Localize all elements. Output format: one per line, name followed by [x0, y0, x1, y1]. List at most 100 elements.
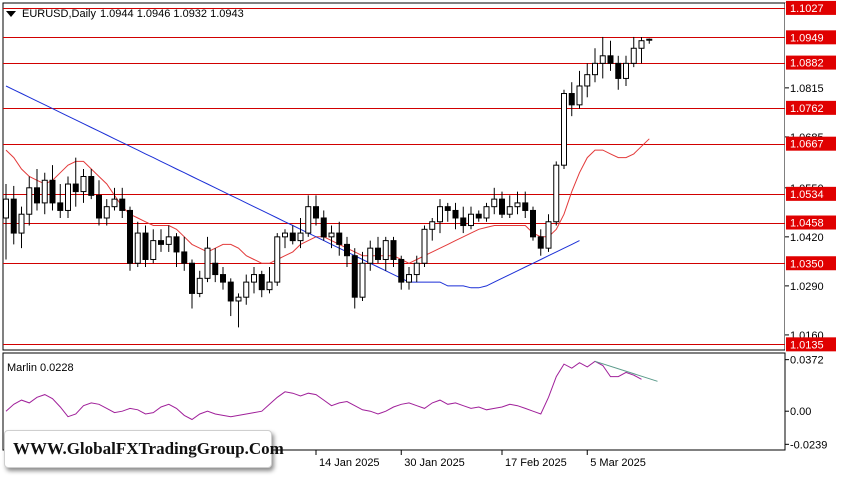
candle-body	[289, 232, 296, 242]
candle	[227, 278, 234, 317]
candle-body	[514, 202, 521, 208]
candle-body	[88, 176, 95, 196]
level-price-label: 1.0762	[786, 100, 836, 115]
candle	[165, 225, 172, 252]
level-label-bg	[786, 186, 836, 201]
candle-body	[119, 198, 126, 211]
candle	[630, 36, 637, 68]
candle	[158, 229, 164, 252]
candle	[103, 199, 110, 226]
candle-body	[646, 38, 653, 41]
candle	[26, 176, 33, 226]
candle-body	[398, 258, 405, 283]
marlin-oscillator-line	[5, 360, 642, 421]
candle	[576, 70, 583, 109]
dropdown-triangle-icon[interactable]	[6, 11, 16, 17]
candle-body	[158, 240, 164, 245]
candle-body	[18, 213, 25, 234]
candle	[522, 191, 529, 218]
candle	[646, 38, 653, 44]
candle	[561, 89, 567, 169]
candle	[258, 270, 265, 298]
candle-body	[468, 213, 474, 227]
candle-body	[359, 262, 366, 298]
candle-body	[351, 255, 358, 298]
candle	[491, 187, 498, 215]
candle-body	[553, 164, 560, 223]
level-label-bg	[786, 55, 836, 70]
level-label-bg	[786, 256, 836, 271]
candle-body	[313, 206, 319, 219]
level-price-label: 1.0882	[786, 55, 836, 70]
candle	[320, 210, 327, 241]
candle	[49, 165, 56, 211]
candle	[344, 236, 350, 268]
candle	[514, 191, 521, 215]
level-price-label: 1.0949	[786, 30, 836, 45]
level-label-text: 1.0667	[790, 139, 824, 151]
candle-body	[615, 62, 622, 79]
candle-body	[165, 236, 172, 245]
candle-body	[568, 93, 575, 106]
candle-body	[258, 274, 265, 291]
candle	[212, 248, 219, 283]
indicator-tick-label: 0.00	[790, 406, 811, 418]
candle-body	[266, 281, 273, 291]
candle-body	[26, 187, 33, 215]
x-tick-label: 5 Mar 2025	[590, 457, 646, 469]
candle-body	[173, 236, 180, 253]
level-label-bg	[786, 100, 836, 115]
candle-body	[282, 232, 288, 238]
level-label-text: 1.0762	[790, 103, 824, 115]
candle-body	[413, 262, 420, 276]
candle-body	[227, 281, 234, 302]
candle-body	[499, 198, 505, 215]
level-label-text: 1.0350	[790, 258, 824, 270]
level-label-text: 1.0949	[790, 32, 824, 44]
candle-body	[134, 232, 141, 264]
candle	[96, 180, 102, 226]
candle-body	[561, 93, 567, 166]
candle	[375, 236, 381, 264]
candle	[88, 168, 95, 200]
candle-body	[382, 240, 389, 260]
candle	[34, 168, 40, 211]
y-tick-label: 1.0815	[790, 83, 824, 95]
candle-body	[204, 247, 211, 279]
candle	[235, 293, 242, 328]
candle-body	[491, 198, 498, 208]
candle	[437, 199, 443, 234]
candle	[196, 270, 203, 298]
candle	[134, 221, 141, 268]
level-label-bg	[786, 136, 836, 151]
candle	[359, 251, 366, 301]
candle	[204, 236, 211, 283]
candle-body	[189, 262, 195, 294]
candle	[266, 267, 273, 294]
candle-body	[530, 209, 536, 238]
candle-body	[251, 274, 257, 283]
candle-body	[421, 228, 428, 264]
candle	[336, 221, 343, 256]
candle-body	[592, 62, 598, 76]
candle-body	[638, 40, 645, 49]
candle-body	[545, 221, 552, 249]
level-price-label: 1.0458	[786, 215, 836, 230]
candle-body	[506, 206, 513, 215]
candle	[390, 236, 397, 268]
candle	[313, 195, 319, 226]
level-price-label: 1.0534	[786, 186, 836, 201]
candle-body	[10, 198, 17, 234]
candle	[18, 206, 25, 249]
indicator-tick-label: -0.0239	[790, 439, 827, 451]
candle-body	[96, 194, 102, 219]
candle	[584, 63, 591, 98]
candle	[429, 217, 436, 241]
candle-body	[444, 206, 451, 211]
candle	[251, 267, 257, 294]
candle	[351, 248, 358, 309]
candle	[406, 267, 412, 290]
candle-body	[103, 206, 110, 219]
